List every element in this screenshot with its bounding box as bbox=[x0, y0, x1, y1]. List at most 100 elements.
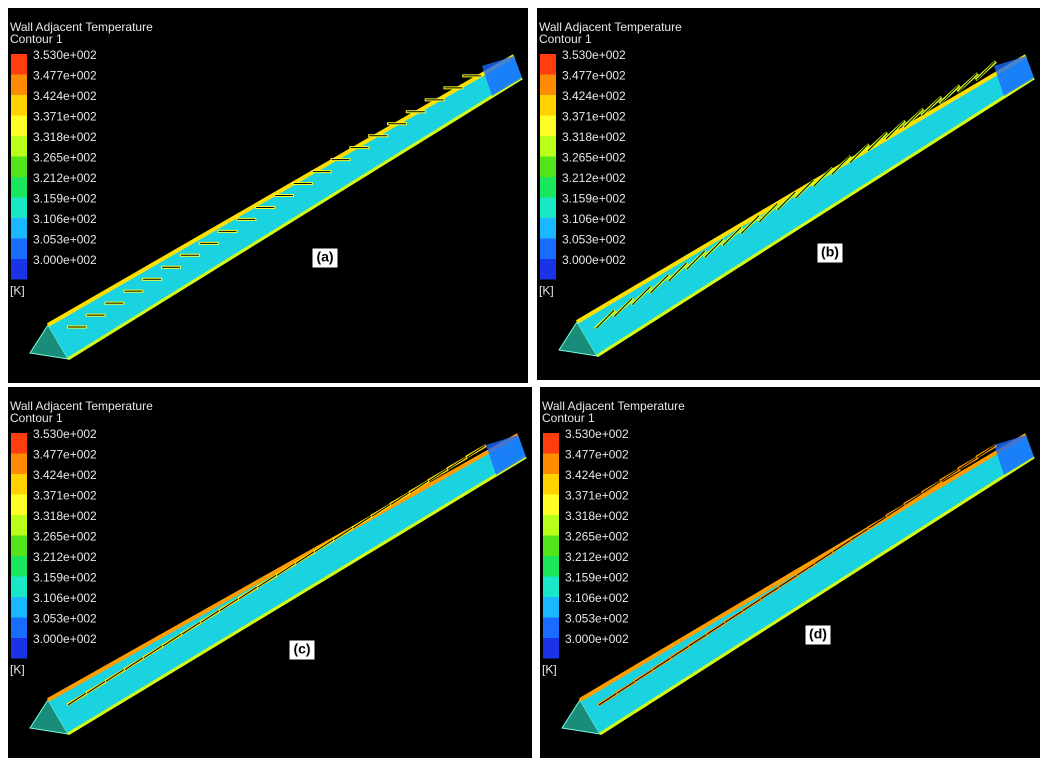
panel-label: (a) bbox=[316, 249, 333, 265]
fin-core bbox=[758, 203, 778, 223]
fin-core bbox=[333, 527, 353, 541]
legend-label: 3.106e+002 bbox=[33, 212, 97, 226]
color-swatch bbox=[11, 453, 27, 474]
unit-label: [K] bbox=[10, 284, 25, 298]
legend-label: 3.477e+002 bbox=[33, 448, 97, 462]
legend-label: 3.530e+002 bbox=[33, 48, 97, 62]
fin-core bbox=[706, 622, 726, 635]
fin-core bbox=[257, 574, 277, 588]
legend-label: 3.159e+002 bbox=[565, 571, 629, 585]
fin-core bbox=[124, 657, 144, 670]
fin-core bbox=[632, 286, 651, 306]
color-swatch bbox=[543, 515, 559, 536]
fin-core bbox=[958, 456, 978, 470]
fin-core bbox=[922, 96, 941, 116]
legend-subtitle: Contour 1 bbox=[539, 32, 592, 46]
legend-label: 3.212e+002 bbox=[33, 550, 97, 564]
fin-core bbox=[832, 539, 852, 553]
fin-core bbox=[105, 669, 125, 682]
fin-core bbox=[371, 504, 391, 517]
panel-label-box bbox=[804, 624, 832, 646]
color-swatch bbox=[540, 177, 556, 198]
duct-wall bbox=[48, 435, 526, 734]
legend-label: 3.053e+002 bbox=[33, 612, 97, 626]
fin-core bbox=[409, 480, 429, 494]
fin-core bbox=[940, 84, 959, 104]
panel-label: (c) bbox=[293, 641, 310, 657]
color-swatch bbox=[540, 197, 556, 218]
fin-core bbox=[670, 645, 690, 659]
color-swatch bbox=[11, 115, 27, 136]
color-swatch bbox=[540, 156, 556, 177]
legend-label: 3.159e+002 bbox=[562, 192, 626, 206]
fin-core bbox=[867, 132, 887, 152]
legend-label: 3.265e+002 bbox=[562, 151, 626, 165]
legend-label: 3.530e+002 bbox=[565, 427, 629, 441]
fin-core bbox=[740, 215, 760, 235]
legend-title: Wall Adjacent Temperature bbox=[539, 20, 682, 34]
fin-core bbox=[86, 680, 106, 694]
fin-core bbox=[849, 144, 869, 164]
fin-core bbox=[200, 610, 220, 623]
legend-label: 3.477e+002 bbox=[565, 448, 629, 462]
fin-core bbox=[634, 669, 654, 682]
fin-core bbox=[219, 598, 239, 611]
fin-core bbox=[958, 73, 977, 93]
fin-core bbox=[688, 633, 708, 647]
color-swatch bbox=[11, 617, 27, 638]
legend-label: 3.371e+002 bbox=[562, 110, 626, 124]
legend-label: 3.212e+002 bbox=[562, 171, 626, 185]
legend-label: 3.424e+002 bbox=[33, 468, 97, 482]
color-swatch bbox=[543, 535, 559, 556]
color-swatch bbox=[11, 136, 27, 157]
legend-label: 3.265e+002 bbox=[565, 530, 629, 544]
fin-core bbox=[795, 179, 814, 199]
duct-edge bbox=[47, 433, 519, 702]
legend-label: 3.530e+002 bbox=[562, 48, 626, 62]
legend-label: 3.000e+002 bbox=[565, 632, 629, 646]
legend-label: 3.000e+002 bbox=[33, 632, 97, 646]
legend-label: 3.371e+002 bbox=[565, 489, 629, 503]
legend-label: 3.212e+002 bbox=[565, 550, 629, 564]
panel-label-box bbox=[816, 242, 844, 264]
duct-wall bbox=[577, 56, 1034, 356]
fin-core bbox=[686, 250, 706, 270]
fin-core bbox=[143, 645, 163, 659]
color-swatch bbox=[543, 597, 559, 618]
color-swatch bbox=[11, 54, 27, 75]
fin-core bbox=[904, 492, 924, 505]
fin-core bbox=[238, 586, 258, 600]
legend-label: 3.159e+002 bbox=[33, 192, 97, 206]
legend-label: 3.424e+002 bbox=[565, 468, 629, 482]
fin-core bbox=[976, 61, 996, 81]
fin-core bbox=[181, 622, 201, 635]
fin-core bbox=[778, 574, 798, 588]
fin-core bbox=[668, 262, 687, 282]
fin-core bbox=[940, 468, 960, 482]
color-swatch bbox=[540, 238, 556, 259]
fin-core bbox=[704, 238, 724, 258]
legend-label: 3.159e+002 bbox=[33, 571, 97, 585]
fin-core bbox=[796, 563, 816, 576]
fin-core bbox=[352, 515, 372, 529]
fin-core bbox=[922, 480, 942, 494]
fin-core bbox=[903, 108, 923, 128]
legend-label: 3.318e+002 bbox=[562, 130, 626, 144]
fin-core bbox=[595, 309, 615, 329]
duct-edge bbox=[578, 433, 1028, 702]
legend-label: 3.106e+002 bbox=[562, 212, 626, 226]
color-swatch bbox=[543, 453, 559, 474]
fin-core bbox=[276, 563, 296, 576]
fin-core bbox=[760, 586, 780, 600]
color-swatch bbox=[543, 638, 559, 659]
legend-title: Wall Adjacent Temperature bbox=[10, 20, 153, 34]
fin-core bbox=[428, 468, 448, 482]
panel-label: (b) bbox=[821, 244, 839, 260]
color-swatch bbox=[540, 115, 556, 136]
legend-subtitle: Contour 1 bbox=[10, 411, 63, 425]
legend-label: 3.106e+002 bbox=[33, 591, 97, 605]
